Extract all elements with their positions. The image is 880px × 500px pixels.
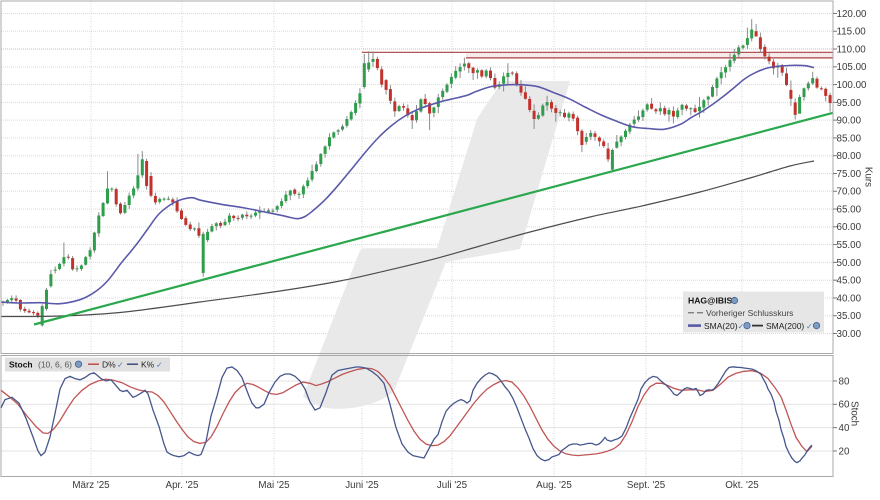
svg-text:Sept. '25: Sept. '25: [627, 480, 666, 491]
svg-text:75.00: 75.00: [837, 169, 862, 180]
svg-text:Aug. '25: Aug. '25: [536, 480, 572, 491]
svg-text:Juni '25: Juni '25: [345, 480, 379, 491]
svg-text:35.00: 35.00: [837, 311, 862, 322]
svg-text:30.00: 30.00: [837, 329, 862, 340]
svg-text:65.00: 65.00: [837, 204, 862, 215]
svg-text:110.00: 110.00: [837, 44, 867, 55]
svg-text:20: 20: [839, 446, 850, 457]
svg-text:SMA(200): SMA(200): [766, 321, 804, 331]
svg-text:100.00: 100.00: [837, 80, 868, 91]
svg-text:95.00: 95.00: [837, 98, 862, 109]
svg-text:50.00: 50.00: [837, 258, 862, 269]
svg-text:Mai '25: Mai '25: [258, 480, 290, 491]
svg-text:85.00: 85.00: [837, 133, 862, 144]
svg-text:40: 40: [839, 423, 850, 434]
svg-text:115.00: 115.00: [837, 27, 867, 38]
svg-text:Stoch: Stoch: [9, 360, 33, 370]
svg-text:✓: ✓: [156, 361, 163, 370]
svg-text:Vorheriger Schlusskurs: Vorheriger Schlusskurs: [706, 308, 793, 318]
svg-text:Stoch: Stoch: [849, 401, 860, 426]
svg-text:✓: ✓: [117, 361, 124, 370]
svg-text:Juli '25: Juli '25: [437, 480, 468, 491]
svg-text:45.00: 45.00: [837, 276, 862, 287]
svg-text:✓: ✓: [806, 322, 813, 331]
svg-text:März '25: März '25: [72, 480, 110, 491]
svg-text:(10, 6, 6): (10, 6, 6): [38, 360, 72, 370]
svg-text:K%: K%: [141, 360, 155, 370]
svg-text:80.00: 80.00: [837, 151, 862, 162]
svg-text:105.00: 105.00: [837, 62, 868, 73]
svg-text:✓: ✓: [738, 322, 745, 331]
svg-text:Okt. '25: Okt. '25: [725, 480, 759, 491]
svg-text:60: 60: [839, 400, 850, 411]
svg-text:SMA(20): SMA(20): [704, 321, 738, 331]
svg-text:HAG@IBIS: HAG@IBIS: [688, 296, 732, 306]
svg-text:D%: D%: [102, 360, 116, 370]
svg-text:120.00: 120.00: [837, 9, 868, 20]
svg-text:Apr. '25: Apr. '25: [166, 480, 199, 491]
svg-text:60.00: 60.00: [837, 222, 862, 233]
svg-text:70.00: 70.00: [837, 187, 862, 198]
svg-text:40.00: 40.00: [837, 293, 862, 304]
svg-text:Kurs: Kurs: [863, 167, 874, 187]
svg-text:90.00: 90.00: [837, 116, 862, 127]
svg-text:55.00: 55.00: [837, 240, 862, 251]
svg-text:80: 80: [839, 376, 850, 387]
